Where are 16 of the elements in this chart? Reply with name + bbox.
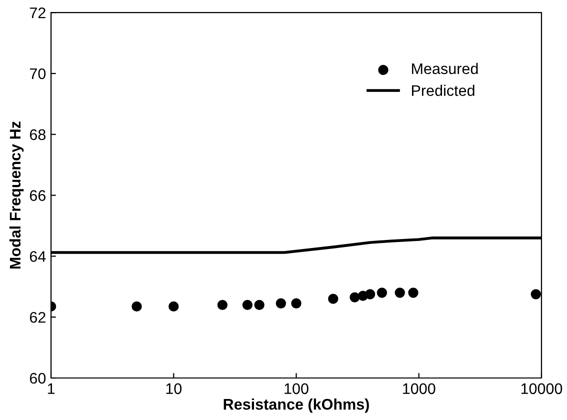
x-tick-label: 10 xyxy=(166,383,182,394)
x-axis-title: Resistance (kOhms) xyxy=(224,398,369,413)
x-tick-label: 1 xyxy=(48,383,55,394)
x-tick-label: 1000 xyxy=(403,383,436,394)
y-tick-label: 70 xyxy=(30,68,46,80)
y-axis-title: Modal Frequency Hz xyxy=(9,122,24,269)
y-tick-label: 64 xyxy=(30,251,46,262)
y-tick-label: 62 xyxy=(30,312,46,323)
y-tick-label: 60 xyxy=(30,372,46,384)
legend-label: Measured xyxy=(412,62,478,74)
y-tick-label: 72 xyxy=(30,7,46,18)
x-tick-label: 10000 xyxy=(521,383,562,394)
y-tick-label: 66 xyxy=(30,190,46,201)
x-tick-label: 100 xyxy=(284,383,308,394)
y-tick-label: 68 xyxy=(30,129,46,140)
legend-label: Predicted xyxy=(412,84,474,96)
